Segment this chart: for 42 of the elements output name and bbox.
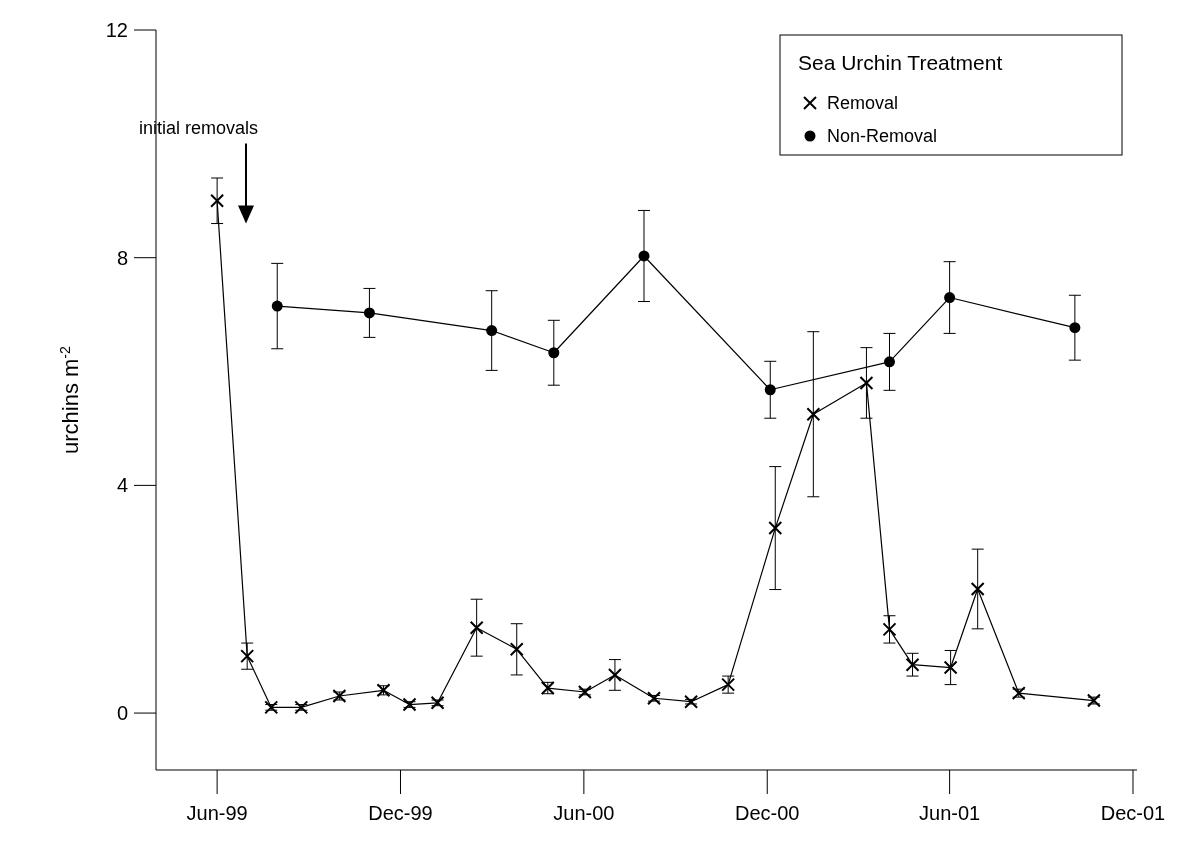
point	[294, 700, 309, 715]
point	[607, 667, 622, 682]
point	[970, 581, 985, 596]
point	[638, 250, 650, 262]
legend-label: Removal	[827, 93, 899, 114]
x-tick-label: Dec-01	[1100, 802, 1166, 824]
point	[764, 384, 776, 396]
point	[882, 622, 897, 637]
point	[806, 407, 821, 422]
point	[768, 521, 783, 536]
x-tick-label: Jun-01	[919, 802, 981, 824]
point	[469, 620, 484, 635]
point	[430, 695, 445, 710]
point	[402, 697, 417, 712]
y-tick-label: 12	[105, 19, 128, 41]
y-tick-label: 0	[116, 702, 128, 725]
point	[859, 375, 874, 390]
annotation: initial removals	[138, 117, 258, 138]
x-tick-label: Jun-00	[553, 802, 615, 824]
legend-label: Non-Removal	[827, 126, 938, 147]
point	[271, 300, 283, 312]
x-tick-label: Dec-00	[735, 802, 800, 824]
point	[944, 292, 956, 304]
point	[548, 347, 560, 359]
point	[363, 307, 375, 319]
point	[905, 657, 920, 672]
point	[264, 700, 279, 715]
legend-title: Sea Urchin Treatment	[798, 51, 1003, 74]
point	[486, 325, 498, 337]
point	[240, 649, 255, 664]
x-tick-label: Jun-99	[186, 802, 248, 824]
point	[684, 694, 699, 709]
x-tick-label: Dec-99	[368, 802, 433, 824]
point	[210, 193, 225, 208]
point	[509, 642, 524, 657]
y-tick-label: 8	[116, 246, 128, 269]
point	[1069, 322, 1081, 334]
y-tick-label: 4	[116, 474, 128, 497]
point	[577, 685, 592, 700]
point	[884, 356, 895, 368]
point	[943, 660, 958, 675]
point	[647, 691, 662, 706]
